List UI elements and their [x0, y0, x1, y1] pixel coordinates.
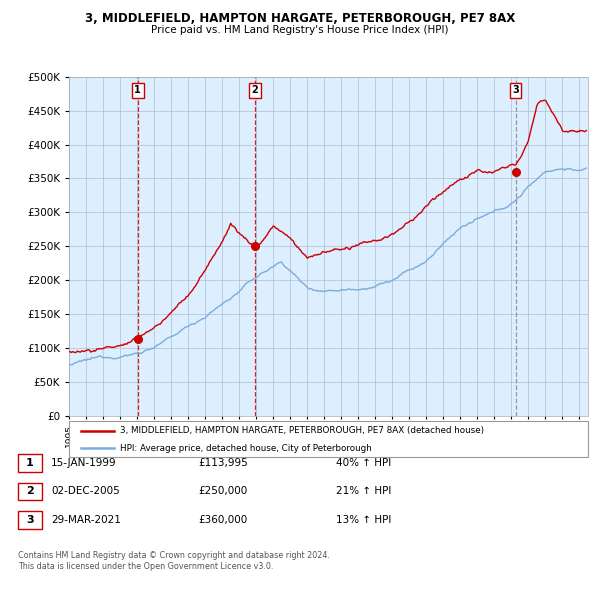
Text: HPI: Average price, detached house, City of Peterborough: HPI: Average price, detached house, City… — [120, 444, 372, 453]
Text: This data is licensed under the Open Government Licence v3.0.: This data is licensed under the Open Gov… — [18, 562, 274, 571]
Text: 1: 1 — [26, 458, 34, 468]
Text: 40% ↑ HPI: 40% ↑ HPI — [336, 458, 391, 468]
Text: 3: 3 — [512, 85, 519, 95]
Text: 3, MIDDLEFIELD, HAMPTON HARGATE, PETERBOROUGH, PE7 8AX (detached house): 3, MIDDLEFIELD, HAMPTON HARGATE, PETERBO… — [120, 427, 484, 435]
Text: 29-MAR-2021: 29-MAR-2021 — [51, 515, 121, 525]
Text: 2: 2 — [251, 85, 258, 95]
Text: 1: 1 — [134, 85, 141, 95]
Text: 13% ↑ HPI: 13% ↑ HPI — [336, 515, 391, 525]
Text: £113,995: £113,995 — [198, 458, 248, 468]
Text: £360,000: £360,000 — [198, 515, 247, 525]
Text: 15-JAN-1999: 15-JAN-1999 — [51, 458, 116, 468]
Text: 02-DEC-2005: 02-DEC-2005 — [51, 487, 120, 496]
Text: 3, MIDDLEFIELD, HAMPTON HARGATE, PETERBOROUGH, PE7 8AX: 3, MIDDLEFIELD, HAMPTON HARGATE, PETERBO… — [85, 12, 515, 25]
Text: £250,000: £250,000 — [198, 487, 247, 496]
Text: Contains HM Land Registry data © Crown copyright and database right 2024.: Contains HM Land Registry data © Crown c… — [18, 552, 330, 560]
Text: Price paid vs. HM Land Registry's House Price Index (HPI): Price paid vs. HM Land Registry's House … — [151, 25, 449, 35]
Text: 21% ↑ HPI: 21% ↑ HPI — [336, 487, 391, 496]
Text: 2: 2 — [26, 487, 34, 496]
Text: 3: 3 — [26, 515, 34, 525]
